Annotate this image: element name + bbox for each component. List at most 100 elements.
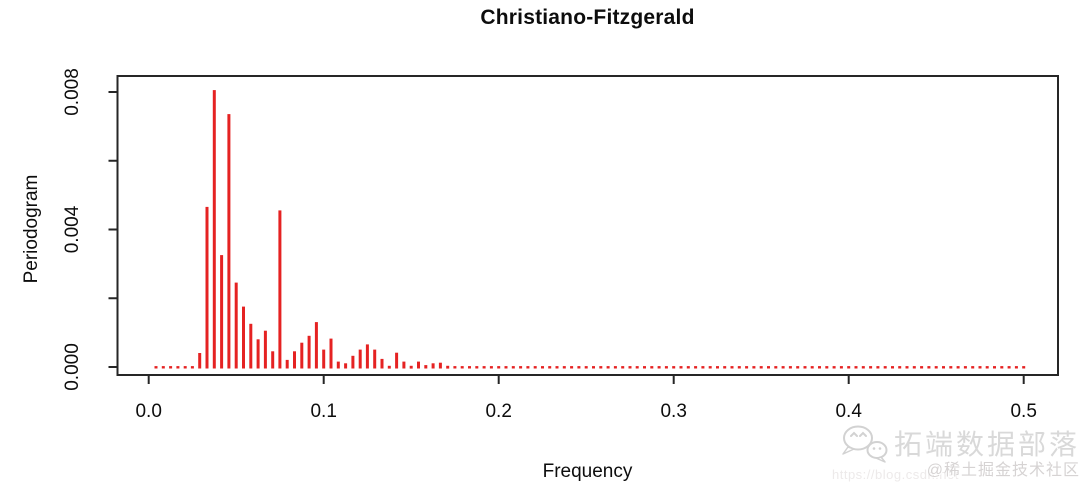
spike: [234, 282, 238, 369]
chart-title: Christiano-Fitzgerald: [480, 6, 695, 29]
watermark-brand: 拓端数据部落: [893, 429, 1080, 460]
spike: [468, 366, 471, 369]
spike: [606, 366, 610, 369]
spike: [242, 306, 245, 369]
spike: [927, 366, 931, 369]
spike: [300, 342, 304, 369]
spike: [249, 323, 253, 369]
spike: [446, 365, 450, 369]
spike: [307, 335, 311, 369]
spike: [220, 255, 224, 369]
x-axis: 0.0 0.1 0.2 0.3 0.4 0.5: [135, 375, 1037, 422]
spike: [584, 366, 588, 369]
spike: [205, 206, 209, 369]
spike: [985, 366, 989, 369]
spike: [409, 365, 413, 369]
spike: [526, 366, 530, 369]
spike: [322, 349, 326, 369]
spike: [190, 366, 194, 369]
spike: [227, 114, 231, 369]
spike: [905, 366, 909, 369]
spike: [679, 366, 683, 369]
spike: [839, 366, 843, 369]
spike: [818, 366, 821, 369]
x-tick-label: 0.4: [835, 401, 862, 422]
spike: [635, 366, 639, 369]
x-tick-label: 0.0: [135, 401, 161, 422]
spike: [482, 366, 486, 369]
spike: [621, 366, 625, 369]
spike: [1014, 366, 1018, 369]
spike: [351, 355, 355, 369]
y-tick-label: 0.000: [62, 343, 83, 391]
spike: [942, 366, 945, 369]
spike: [1000, 366, 1004, 369]
spike: [854, 366, 858, 369]
spike: [643, 366, 646, 369]
spike: [971, 366, 975, 369]
spike: [774, 366, 778, 369]
spike: [1007, 366, 1011, 369]
spike: [271, 351, 275, 369]
spike: [453, 366, 457, 369]
spike: [497, 366, 501, 369]
spike: [956, 366, 960, 369]
watermark: https://blog.csdn.net 拓端数据部落 @稀土掘金技术社区: [828, 423, 1080, 495]
spike: [796, 366, 800, 369]
spike: [562, 366, 566, 369]
spike: [686, 366, 690, 369]
y-tick-label: 0.004: [62, 205, 83, 253]
spike: [548, 366, 552, 369]
spike: [708, 366, 712, 369]
spike: [861, 366, 865, 369]
spike: [825, 366, 829, 369]
watermark-community: @稀土掘金技术社区: [926, 462, 1080, 479]
spike: [781, 366, 785, 369]
spike: [993, 366, 996, 369]
spike: [344, 363, 348, 369]
spike: [672, 366, 676, 369]
spike: [555, 366, 559, 369]
spike: [847, 366, 851, 369]
spike: [176, 366, 180, 369]
spike: [438, 362, 442, 369]
spike: [599, 366, 603, 369]
spike: [336, 361, 340, 369]
plot-box: [116, 75, 1059, 376]
spike: [730, 366, 734, 369]
spike: [475, 366, 479, 369]
y-axis: 0.000 0.004 0.008: [62, 68, 118, 391]
spike: [285, 359, 289, 369]
x-tick-label: 0.5: [1010, 401, 1036, 422]
spike: [767, 366, 770, 369]
spike: [198, 353, 202, 369]
y-axis-label: Periodogram: [21, 174, 42, 284]
spike: [424, 365, 428, 369]
x-tick-label: 0.1: [310, 401, 336, 422]
spike: [628, 366, 632, 369]
spike: [169, 366, 173, 369]
spike-series: [154, 90, 1026, 369]
spike: [373, 349, 377, 369]
spike: [788, 366, 792, 369]
spike: [278, 210, 282, 369]
x-tick-label: 0.2: [485, 401, 511, 422]
spike: [694, 366, 698, 369]
spike: [358, 349, 362, 369]
spike: [650, 366, 654, 369]
spike: [803, 366, 807, 369]
spike: [541, 366, 544, 369]
spike: [912, 366, 916, 369]
watermark-url: https://blog.csdn.net: [832, 467, 959, 482]
spike: [978, 366, 982, 369]
x-tick-label: 0.3: [660, 401, 686, 422]
spike: [504, 366, 508, 369]
spike: [431, 363, 435, 369]
spike: [293, 351, 296, 369]
spike: [613, 366, 617, 369]
spike: [533, 366, 537, 369]
spike: [737, 366, 741, 369]
spike: [489, 366, 493, 369]
